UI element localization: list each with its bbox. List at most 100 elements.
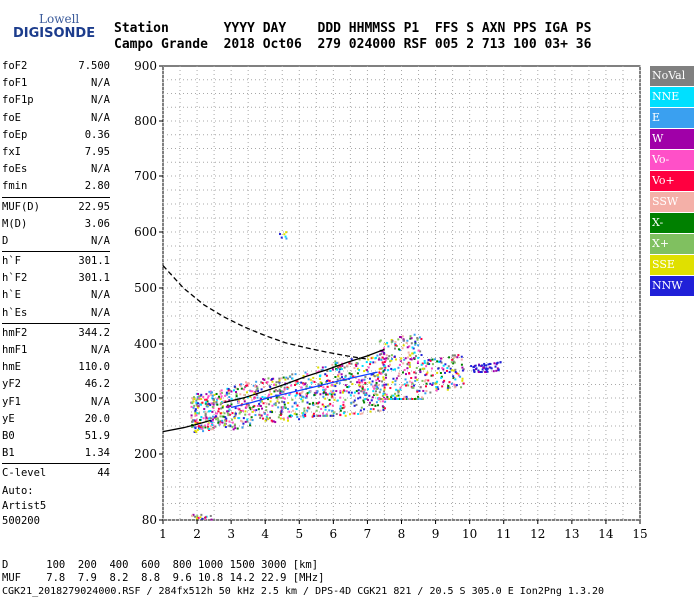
echo-point	[420, 396, 423, 399]
echo-point	[481, 368, 484, 371]
y-tick-label: 200	[134, 447, 157, 461]
echo-point	[282, 390, 285, 393]
echo-point	[382, 390, 385, 393]
param-value: 46.2	[84, 378, 110, 391]
echo-point	[387, 357, 390, 360]
echo-point	[325, 413, 328, 416]
echo-point	[207, 422, 210, 425]
echo-point	[348, 362, 351, 365]
echo-point	[203, 518, 206, 521]
echo-point	[417, 349, 420, 352]
echo-point	[201, 401, 204, 404]
param-row: D N/A	[2, 233, 110, 250]
echo-point	[402, 339, 405, 342]
echo-point	[383, 388, 386, 391]
echo-point	[253, 397, 256, 400]
echo-point	[215, 418, 218, 421]
echo-point	[355, 365, 358, 368]
echo-point	[400, 398, 403, 400]
echo-point	[326, 414, 329, 417]
param-row: hmF1 N/A	[2, 342, 110, 359]
echo-point	[221, 421, 224, 424]
echo-point	[267, 377, 270, 380]
echo-point	[238, 417, 241, 420]
echo-point	[344, 376, 347, 379]
echo-point	[475, 367, 478, 370]
header-values: Campo Grande 2018 Oct06 279 024000 RSF 0…	[114, 37, 592, 52]
echo-point	[224, 394, 227, 397]
echo-point	[281, 400, 284, 403]
echo-point	[361, 412, 364, 415]
echo-point	[339, 367, 342, 370]
echo-point	[339, 364, 342, 367]
param-name: B0	[2, 429, 15, 442]
echo-point	[198, 516, 201, 519]
param-value: 7.500	[78, 60, 110, 72]
echo-point	[416, 337, 419, 340]
echo-point	[343, 411, 346, 414]
echo-point	[332, 411, 335, 414]
echo-point	[384, 343, 387, 346]
echo-point	[326, 405, 329, 408]
echo-point	[414, 379, 417, 382]
echo-point	[190, 426, 193, 429]
echo-point	[420, 354, 423, 357]
echo-point	[422, 389, 425, 392]
echo-point	[420, 363, 423, 366]
echo-point	[377, 358, 380, 361]
echo-point	[448, 381, 451, 384]
echo-point	[376, 373, 379, 376]
echo-point	[356, 381, 359, 384]
echo-point	[204, 424, 207, 427]
y-tick-label: 900	[134, 59, 157, 73]
echo-point	[384, 366, 387, 369]
echo-point	[470, 365, 473, 368]
echo-point	[331, 363, 334, 366]
echo-point	[372, 394, 375, 397]
echo-point	[390, 396, 393, 399]
echo-point	[244, 413, 247, 416]
echo-point	[406, 339, 409, 342]
echo-point	[283, 397, 286, 400]
param-name: M(D)	[2, 217, 28, 230]
echo-point	[261, 382, 264, 385]
echo-point	[283, 403, 286, 406]
echo-point	[208, 390, 211, 393]
echo-point	[382, 398, 385, 400]
param-value: N/A	[91, 234, 110, 247]
echo-point	[436, 360, 439, 363]
echo-point	[248, 406, 251, 409]
echo-point	[312, 376, 315, 379]
echo-point	[453, 354, 456, 357]
echo-point	[406, 381, 409, 384]
echo-point	[290, 384, 293, 387]
echo-point	[321, 368, 324, 371]
echo-point	[256, 396, 259, 399]
echo-point	[251, 410, 254, 413]
echo-point	[287, 386, 290, 389]
echo-point	[361, 386, 364, 389]
echo-point	[248, 413, 251, 416]
echo-point	[211, 397, 214, 400]
x-tick-label: 14	[598, 527, 614, 541]
echo-point	[378, 391, 381, 394]
echo-point	[194, 411, 197, 414]
echo-point	[362, 389, 365, 392]
param-name: foF2	[2, 60, 28, 72]
echo-point	[273, 403, 276, 406]
echo-point	[353, 399, 356, 402]
echo-point	[354, 363, 357, 366]
echo-point	[342, 378, 345, 381]
echo-point	[453, 383, 456, 386]
echo-point	[251, 407, 254, 410]
echo-point	[436, 371, 439, 374]
echo-point	[438, 360, 441, 363]
legend-item-vo: Vo+	[650, 171, 694, 191]
echo-point	[295, 393, 298, 396]
echo-point	[237, 398, 240, 401]
echo-point	[215, 401, 218, 404]
echo-point	[203, 407, 206, 410]
echo-point	[340, 368, 343, 371]
echo-point	[375, 383, 378, 386]
